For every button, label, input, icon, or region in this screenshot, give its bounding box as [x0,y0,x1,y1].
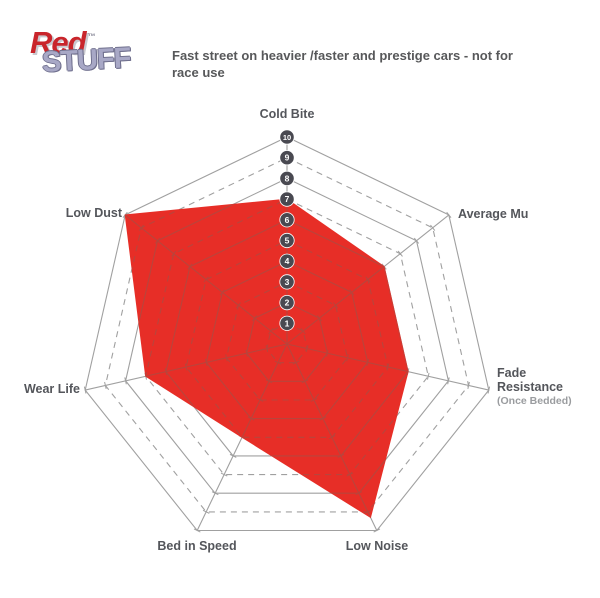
scale-badge-number: 3 [285,277,290,287]
scale-badge-number: 9 [285,153,290,163]
scale-badge [279,315,295,331]
scale-badge-number: 10 [283,133,291,142]
axis-label-bed-in-speed: Bed in Speed [157,539,237,553]
scale-badge [279,150,295,166]
axis-label-low-dust: Low Dust [65,206,122,220]
scale-badge-number: 4 [285,256,290,266]
fade-resistance-sublabel: (Once Bedded) [497,395,572,407]
axis-label-wear-life: Wear Life [23,382,80,396]
scale-badge [279,294,295,311]
trademark-icon: ™ [87,32,96,41]
scale-badge-number: 6 [285,215,290,225]
product-tagline: Fast street on heavier /faster and prest… [172,48,513,80]
axis-label-low-noise: Low Noise [345,539,409,553]
redstuff-logo: Red ™ STUFF [30,22,150,92]
scale-badge-number: 7 [285,194,290,204]
scale-badge [279,232,295,249]
logo-red-text: Red ™ [30,25,96,60]
axis-label-average-mu: Average Mu [458,207,529,221]
scale-badge [279,212,295,228]
radar-data-polygon [124,198,409,519]
scale-badge [279,274,295,290]
scale-badge [279,253,295,269]
scale-badge [279,129,295,145]
scale-badge-number: 5 [285,236,290,246]
scale-badge [279,191,295,207]
scale-badges: 1 2 3 4 5 6 7 8 9 10 [279,129,295,331]
axis-label-fade-resistance: Fade Resistance (Once Bedded) [497,366,582,408]
scale-badge-number: 1 [285,318,290,328]
scale-badge-number: 8 [285,173,290,183]
scale-badge [279,170,295,186]
fade-resistance-text: Fade Resistance [497,366,564,394]
scale-badge-number: 2 [285,298,290,308]
axis-label-cold-bite: Cold Bite [259,107,315,121]
